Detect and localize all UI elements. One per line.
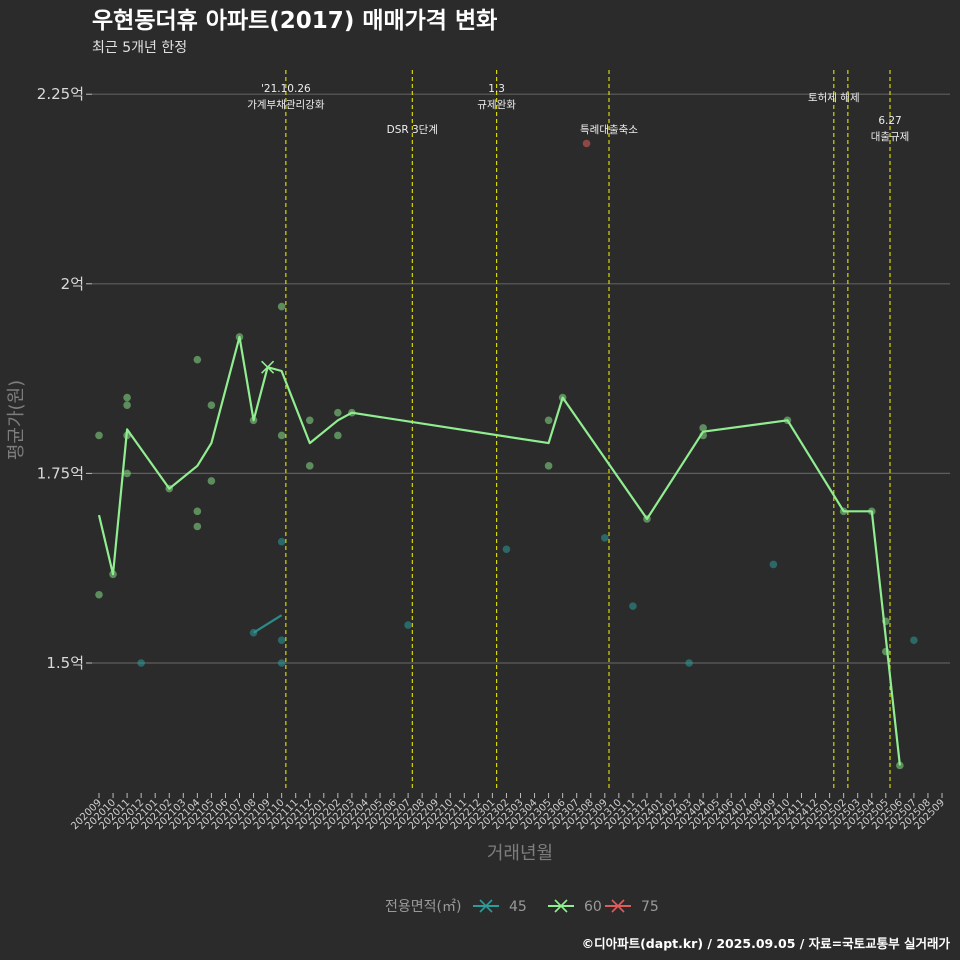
point-60-6: [123, 469, 131, 478]
point-45-5: [404, 621, 412, 629]
point-75-0: [582, 139, 591, 148]
series-line-60: [97, 335, 901, 766]
point-45-11: [910, 636, 918, 645]
series-line-45: [253, 614, 283, 634]
legend-title: 전용면적(㎡): [385, 899, 461, 915]
series-layer: [95, 139, 918, 770]
point-60-11: [207, 401, 216, 409]
point-45-6: [502, 545, 511, 554]
point-60-1: [95, 590, 103, 599]
point-45-9: [685, 659, 693, 667]
x-axis-title: 거래년월: [487, 843, 553, 864]
gridlines: [92, 93, 950, 664]
point-60-3: [123, 393, 131, 402]
point-60-15: [277, 302, 286, 311]
point-60-12: [207, 477, 216, 485]
chart-subtitle: 최근 5개년 한정: [92, 40, 187, 56]
legend-label-60: 60: [584, 899, 602, 915]
point-60-0: [95, 431, 103, 440]
event-label-6-0: 6.27: [878, 115, 901, 127]
point-45-10: [769, 560, 778, 569]
point-60-9: [193, 507, 202, 516]
event-label-3-0: 특례대출축소: [580, 124, 638, 136]
event-label-2-1: 규제완화: [477, 98, 516, 111]
legend-key-60: [554, 899, 568, 913]
legend: 전용면적(㎡) 45 60 75: [385, 899, 659, 915]
y-tick-label-0: 1.5억: [46, 654, 84, 672]
cross-marker-60: [261, 360, 275, 374]
point-60-23: [544, 462, 553, 470]
legend-key-45: [479, 899, 493, 913]
event-label-1-0: DSR 3단계: [387, 124, 438, 136]
point-45-4: [277, 659, 286, 667]
point-45-0: [137, 659, 145, 667]
y-tick-label-2: 2억: [61, 275, 84, 293]
event-label-4-0: 토허제 해제: [808, 91, 860, 104]
point-60-8: [193, 355, 202, 364]
point-45-8: [629, 602, 637, 610]
point-60-17: [305, 416, 314, 425]
legend-label-75: 75: [641, 899, 659, 915]
point-60-26: [699, 424, 707, 432]
point-60-10: [193, 522, 202, 531]
event-label-6-1: 대출규제: [871, 131, 910, 143]
y-tick-label-3: 2.25억: [37, 85, 84, 103]
x-axis-ticks: 2020092020102020112020122021012021022021…: [69, 793, 947, 832]
point-60-16: [277, 431, 286, 440]
point-60-22: [544, 416, 553, 425]
point-45-2: [277, 537, 286, 546]
event-label-0-0: '21.10.26: [261, 83, 311, 95]
chart-title: 우현동더휴 아파트(2017) 매매가격 변화: [92, 8, 497, 34]
event-label-2-0: 1.3: [488, 83, 505, 95]
point-45-7: [601, 534, 609, 542]
point-60-18: [305, 462, 314, 470]
event-label-0-1: 가계부채관리강화: [247, 99, 325, 111]
point-45-3: [277, 636, 286, 645]
y-tick-label-1: 1.75억: [37, 464, 84, 482]
point-60-19: [334, 408, 342, 417]
y-axis-title: 평균가(원): [6, 380, 27, 460]
legend-label-45: 45: [509, 899, 527, 915]
point-60-20: [334, 431, 342, 440]
point-60-4: [123, 401, 131, 409]
legend-key-75: [611, 899, 625, 913]
y-axis-ticks: 1.5억 1.75억 2억 2.25억: [37, 85, 92, 672]
source-caption: ©디아파트(dapt.kr) / 2025.09.05 / 자료=국토교통부 실…: [582, 936, 951, 951]
